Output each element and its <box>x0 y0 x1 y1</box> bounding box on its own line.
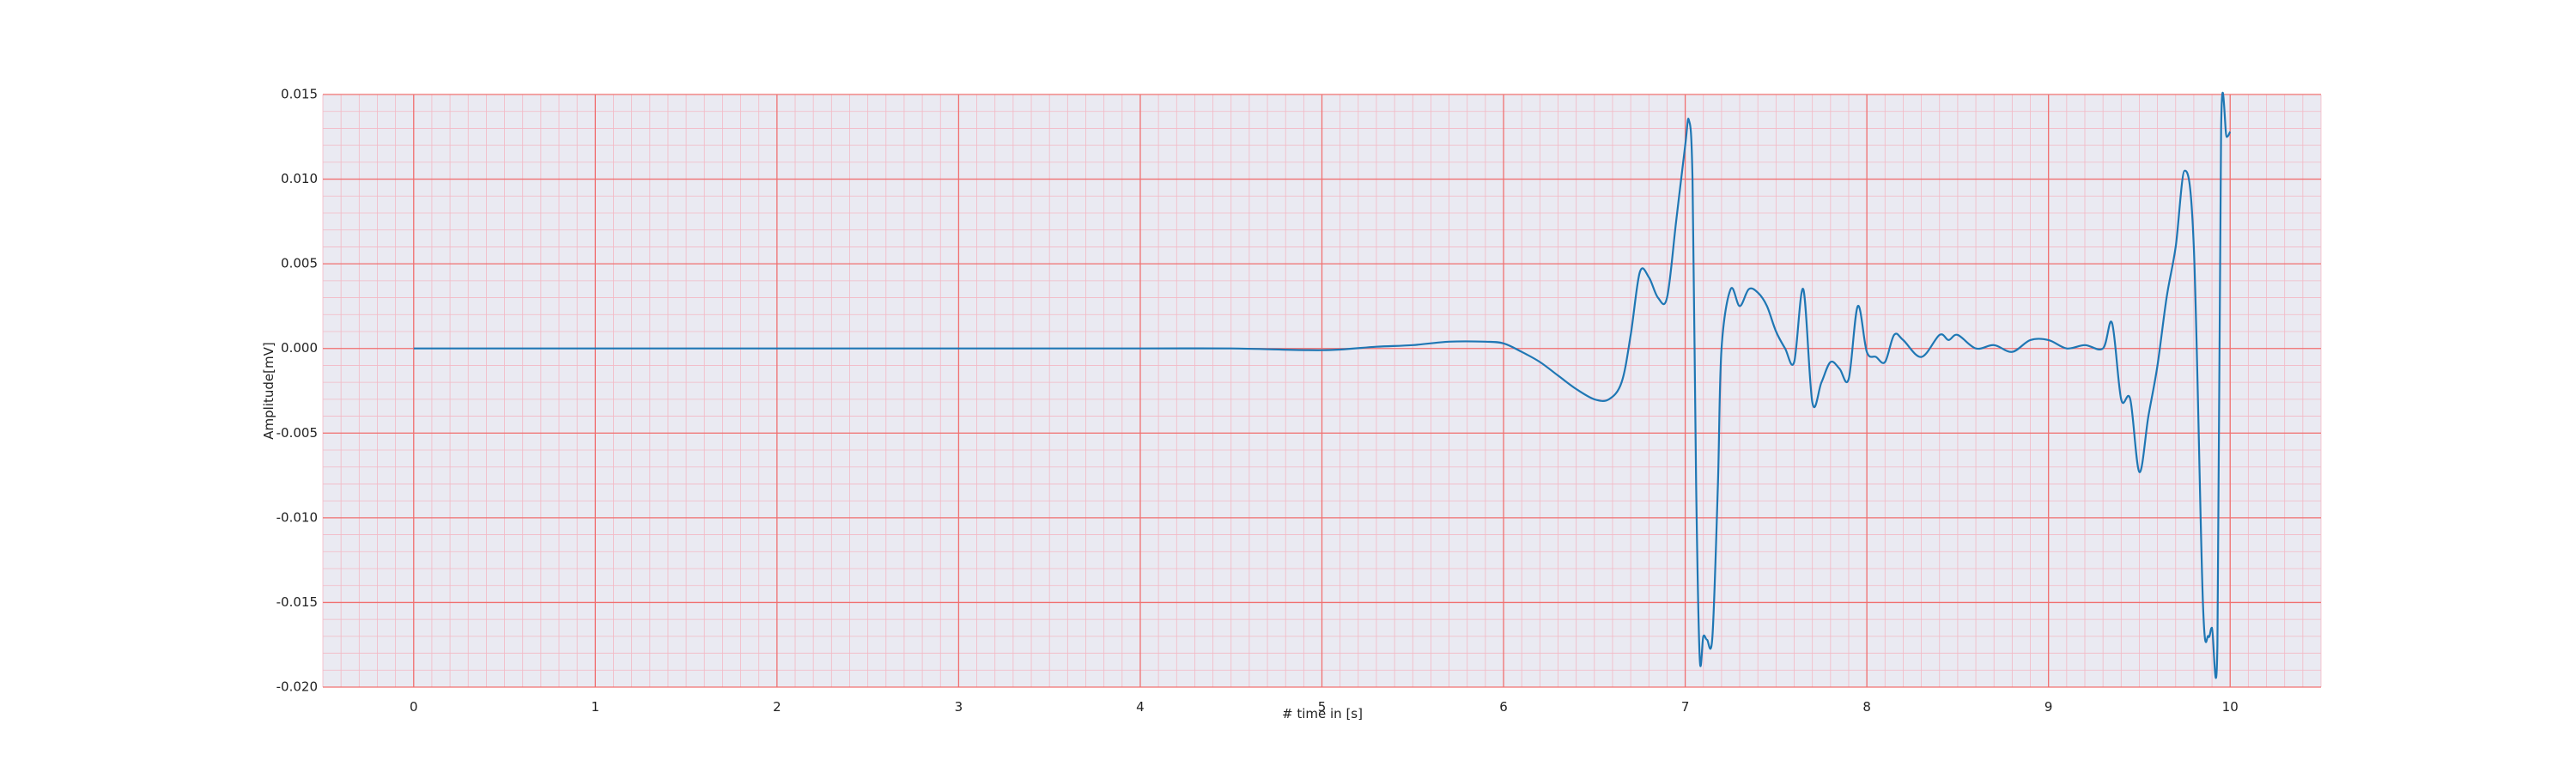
y-axis-label: Amplitude[mV] <box>261 342 276 439</box>
y-tick-label: -0.010 <box>276 509 318 525</box>
x-tick-label: 2 <box>773 699 781 715</box>
y-axis-ticks: -0.020 -0.015 -0.010 -0.005 0.000 0.005 0.010 0… <box>276 87 318 695</box>
x-tick-label: 9 <box>2044 699 2053 715</box>
y-tick-label: 0.005 <box>281 256 318 271</box>
x-tick-label: 4 <box>1136 699 1145 715</box>
y-tick-label: 0.015 <box>281 87 318 102</box>
x-tick-label: 7 <box>1681 699 1690 715</box>
y-tick-label: 0.010 <box>281 171 318 186</box>
x-tick-label: 8 <box>1862 699 1871 715</box>
x-tick-label: 0 <box>410 699 418 715</box>
x-tick-label: 6 <box>1499 699 1508 715</box>
y-tick-label: -0.015 <box>276 594 318 610</box>
x-tick-label: 10 <box>2222 699 2239 715</box>
y-tick-label: -0.005 <box>276 425 318 441</box>
x-tick-label: 1 <box>592 699 600 715</box>
x-axis-ticks: 0 1 2 3 4 5 6 7 8 9 10 <box>410 699 2239 715</box>
series-line-amplitude <box>413 91 2232 679</box>
y-tick-label: 0.000 <box>281 340 318 356</box>
x-tick-label: 3 <box>955 699 963 715</box>
y-tick-label: -0.020 <box>276 679 318 695</box>
x-axis-label: # time in [s] <box>1282 706 1363 721</box>
x-tick-label: 5 <box>1318 699 1327 715</box>
